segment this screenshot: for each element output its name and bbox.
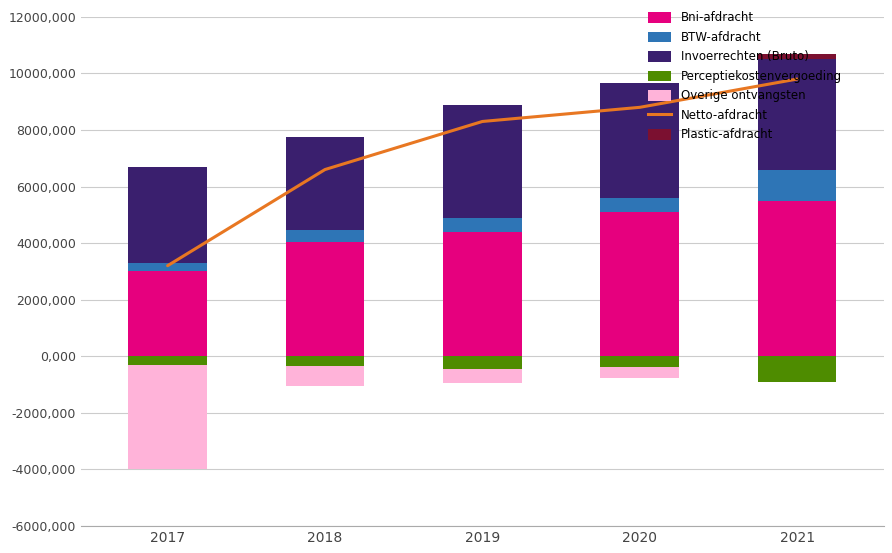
Bar	[600, 367, 679, 378]
Bar	[443, 369, 522, 383]
Bar	[128, 356, 207, 364]
Bar	[600, 212, 679, 356]
Bar	[443, 356, 522, 369]
Bar	[443, 105, 522, 217]
Bar	[285, 242, 364, 356]
Legend: Bni-afdracht, BTW-afdracht, Invoerrechten (Bruto), Perceptiekostenvergoeding, Ov: Bni-afdracht, BTW-afdracht, Invoerrechte…	[643, 7, 847, 146]
Bar	[758, 59, 837, 170]
Bar	[285, 356, 364, 366]
Bar	[443, 217, 522, 232]
Bar	[285, 137, 364, 231]
Bar	[128, 364, 207, 469]
Bar	[758, 170, 837, 201]
Bar	[758, 201, 837, 356]
Bar	[600, 198, 679, 212]
Bar	[758, 54, 837, 59]
Bar	[600, 84, 679, 198]
Bar	[128, 272, 207, 356]
Bar	[758, 356, 837, 382]
Bar	[128, 263, 207, 272]
Bar	[600, 356, 679, 367]
Bar	[443, 232, 522, 356]
Bar	[285, 231, 364, 242]
Bar	[285, 366, 364, 386]
Bar	[128, 166, 207, 263]
